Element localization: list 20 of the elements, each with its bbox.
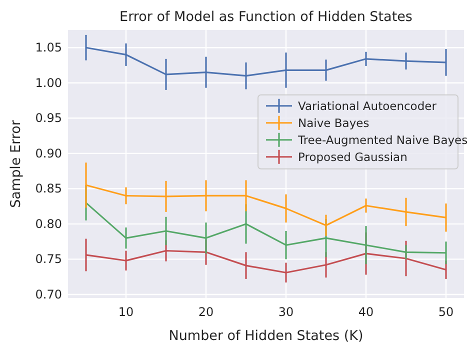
y-tick-label: 0.80 — [35, 216, 62, 231]
y-tick-label: 0.70 — [35, 287, 62, 302]
y-tick-label: 1.00 — [35, 76, 62, 90]
legend-label: Naive Bayes — [298, 116, 370, 130]
chart-title: Error of Model as Function of Hidden States — [120, 9, 412, 25]
x-axis-title: Number of Hidden States (K) — [168, 328, 364, 344]
y-tick-label: 0.75 — [35, 252, 62, 266]
y-tick-label: 1.05 — [35, 40, 62, 55]
legend-label: Variational Autoencoder — [298, 98, 437, 113]
x-tick-label: 10 — [118, 305, 134, 319]
x-tick-label: 40 — [358, 305, 374, 319]
x-tick-label: 20 — [198, 305, 214, 319]
legend-label: Tree-Augmented Naive Bayes — [297, 132, 468, 147]
y-axis-title: Sample Error — [8, 120, 24, 208]
x-tick-label: 30 — [278, 305, 294, 319]
y-tick-label: 0.95 — [35, 111, 62, 126]
legend-label: Proposed Gaussian — [298, 150, 408, 164]
y-tick-label: 0.90 — [35, 146, 62, 160]
y-tick-label: 0.85 — [35, 182, 62, 196]
x-tick-label: 50 — [438, 305, 454, 319]
